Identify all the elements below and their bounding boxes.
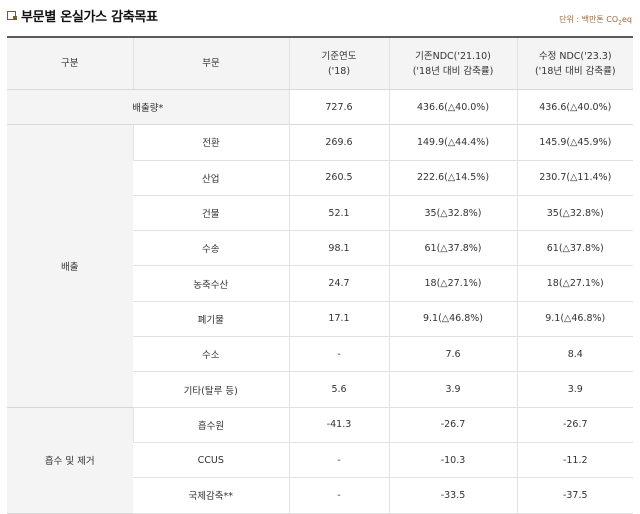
base-cell: -41.3 (288, 407, 389, 443)
header-ndc-new-line2: ('18년 대비 감축률) (534, 65, 616, 77)
total-ndc-old: 436.6(△40.0%) (388, 89, 517, 126)
ndc-new-cell: 18(△27.1%) (516, 265, 633, 302)
ndc-new-cell: -37.5 (516, 477, 633, 514)
table-row: 수송 98.1 61(△37.8%) 61(△37.8%) (7, 230, 633, 267)
sector-cell: 전환 (132, 124, 289, 161)
base-cell: - (288, 336, 389, 373)
base-cell: - (288, 477, 389, 514)
sector-cell: 국제감축** (133, 477, 289, 514)
sector-cell: 농축수산 (133, 265, 289, 302)
base-cell: 24.7 (288, 265, 389, 302)
ndc-new-cell: 61(△37.8%) (516, 230, 633, 267)
ndc-old-cell: 35(△32.8%) (388, 195, 517, 232)
table-row: 건물 52.1 35(△32.8%) 35(△32.8%) (7, 195, 633, 232)
ndc-old-cell: 61(△37.8%) (388, 230, 517, 267)
sector-cell: 수송 (133, 230, 289, 267)
base-cell: 52.1 (288, 195, 389, 232)
ndc-new-cell: 9.1(△46.8%) (516, 301, 633, 338)
ndc-old-cell: 3.9 (388, 371, 517, 408)
group-label-absorption: 흡수 및 제거 (7, 407, 133, 514)
header-base-line1: 기준연도 (321, 50, 357, 62)
table-row: 흡수 및 제거 흡수원 -41.3 -26.7 -26.7 (7, 407, 633, 514)
table-row: 농축수산 24.7 18(△27.1%) 18(△27.1%) (7, 265, 633, 302)
base-cell: 98.1 (288, 230, 389, 267)
table-row: 산업 260.5 222.6(△14.5%) 230.7(△11.4%) (7, 160, 633, 196)
sector-cell: 폐기물 (133, 301, 289, 338)
unit-suffix: eq (622, 15, 632, 24)
reduction-table: 구분 부문 기준연도 ('18) 기존NDC('21.10) ('18년 대비 감축… (7, 36, 633, 514)
sector-cell: 건물 (133, 195, 289, 232)
ndc-old-cell: 18(△27.1%) (388, 265, 517, 302)
sector-cell: 흡수원 (132, 407, 289, 443)
sector-cell: 기타(탈루 등) (133, 371, 289, 408)
total-ndc-new: 436.6(△40.0%) (516, 89, 633, 126)
sector-cell: 산업 (133, 160, 289, 196)
header-ndc-old-line2: ('18년 대비 감축률) (412, 65, 494, 77)
sector-cell: 수소 (133, 336, 289, 373)
page-title: 부문별 온실가스 감축목표 (21, 9, 158, 25)
ndc-old-cell: 7.6 (388, 336, 517, 373)
ndc-new-cell: 230.7(△11.4%) (516, 160, 633, 196)
ndc-new-cell: 8.4 (516, 336, 633, 373)
header-category: 구분 (7, 37, 133, 90)
ndc-old-cell: -26.7 (388, 407, 517, 443)
header-row: 구분 부문 기준연도 ('18) 기존NDC('21.10) ('18년 대비 감축… (7, 37, 633, 90)
square-bullet-icon (7, 10, 17, 20)
ndc-new-cell: -11.2 (516, 442, 633, 479)
header-ndc-old-line1: 기존NDC('21.10) (415, 50, 491, 62)
base-cell: 5.6 (288, 371, 389, 408)
ndc-old-cell: -10.3 (388, 442, 517, 479)
unit-prefix: 단위 : 백만톤 CO (559, 15, 619, 24)
base-cell: 269.6 (288, 124, 389, 161)
base-cell: - (288, 442, 389, 479)
base-cell: 260.5 (288, 160, 389, 196)
group-label-emission: 배출 (7, 124, 133, 408)
ndc-old-cell: 149.9(△44.4%) (388, 124, 517, 161)
ndc-new-cell: 35(△32.8%) (516, 195, 633, 232)
total-row: 배출량* 727.6 436.6(△40.0%) 436.6(△40.0%) (7, 89, 633, 126)
header-sector: 부문 (132, 37, 289, 90)
table-row: CCUS - -10.3 -11.2 (7, 442, 633, 479)
header-base-line2: ('18) (327, 65, 351, 77)
unit-note: 단위 : 백만톤 CO2eq (559, 14, 632, 27)
table-row: 폐기물 17.1 9.1(△46.8%) 9.1(△46.8%) (7, 301, 633, 338)
ndc-new-cell: 3.9 (516, 371, 633, 408)
unit-subscript: 2 (618, 19, 622, 27)
reduction-table-wrapper: 구분 부문 기준연도 ('18) 기존NDC('21.10) ('18년 대비 감축… (7, 36, 633, 514)
header-ndc-new-line1: 수정 NDC('23.3) (538, 50, 612, 62)
header-base-year: 기준연도 ('18) (288, 37, 389, 90)
table-row: 기타(탈루 등) 5.6 3.9 3.9 (7, 371, 633, 408)
header-ndc-new: 수정 NDC('23.3) ('18년 대비 감축률) (516, 37, 633, 90)
total-label: 배출량* (7, 89, 289, 126)
ndc-old-cell: -33.5 (388, 477, 517, 514)
ndc-old-cell: 9.1(△46.8%) (388, 301, 517, 338)
ndc-new-cell: -26.7 (516, 407, 633, 443)
ndc-old-cell: 222.6(△14.5%) (388, 160, 517, 196)
header-ndc-old: 기존NDC('21.10) ('18년 대비 감축률) (388, 37, 517, 90)
ndc-new-cell: 145.9(△45.9%) (516, 124, 633, 161)
base-cell: 17.1 (288, 301, 389, 338)
total-base: 727.6 (288, 89, 389, 126)
title-bar: 부문별 온실가스 감축목표 (7, 5, 158, 25)
table-row: 배출 전환 269.6 149.9(△44.4%) 145.9(△45.9%) (7, 124, 633, 408)
sector-cell: CCUS (133, 442, 289, 479)
table-row: 수소 - 7.6 8.4 (7, 336, 633, 373)
